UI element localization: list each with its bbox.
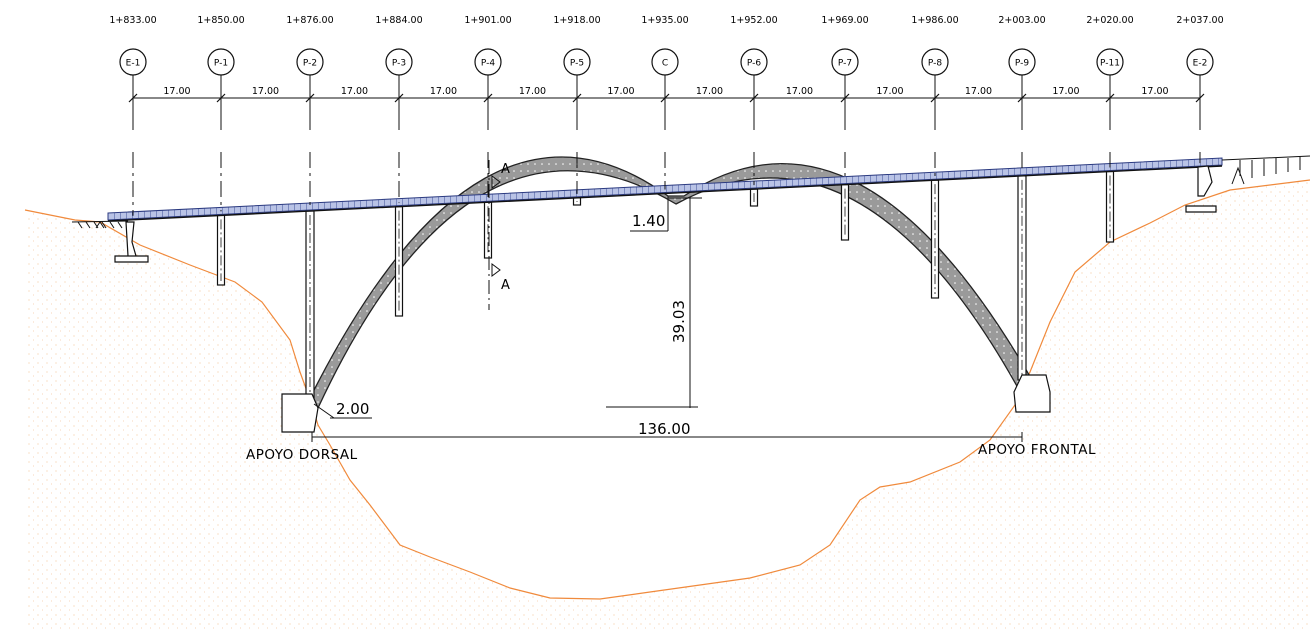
foundation-dorsal xyxy=(281,393,319,433)
span-tick xyxy=(1105,93,1115,103)
arch-span-label: 136.00 xyxy=(638,420,691,438)
span-tick xyxy=(660,93,670,103)
span-tick xyxy=(1017,93,1027,103)
section-arrow-top xyxy=(491,175,501,189)
chainage-label: 1+969.00 xyxy=(821,15,868,26)
span-tick xyxy=(930,93,940,103)
span-label: 17.00 xyxy=(252,86,279,97)
span-label: 17.00 xyxy=(607,86,634,97)
axis-id-label: E-2 xyxy=(1193,59,1208,69)
axis-grid: 1+833.00 E-1 1+850.00 P-1 1+876.00 P-2 1+884.0… xyxy=(109,15,1224,216)
axis-p-7: 1+969.00 P-7 xyxy=(821,15,869,181)
span-tick xyxy=(749,93,759,103)
dimension-annotations: 1.40 39.03 2.00 136.00 APOYO DORSAL APOY… xyxy=(246,196,1096,463)
span-tick xyxy=(572,93,582,103)
axis-c: 1+935.00 C xyxy=(641,15,689,190)
axis-id-label: C xyxy=(662,59,668,69)
chainage-label: 2+003.00 xyxy=(998,15,1045,26)
chainage-label: 1+986.00 xyxy=(911,15,958,26)
span-label: 17.00 xyxy=(696,86,723,97)
chainage-label: 1+901.00 xyxy=(464,15,511,26)
abutments xyxy=(114,165,1217,433)
chainage-label: 1+952.00 xyxy=(730,15,777,26)
section-label-bottom: A xyxy=(501,278,510,293)
axis-id-label: P-1 xyxy=(214,59,228,69)
axis-id-label: P-7 xyxy=(838,59,852,69)
terrain-profile xyxy=(24,179,1310,630)
axis-id-label: P-8 xyxy=(928,59,942,69)
axis-id-label: P-3 xyxy=(392,59,406,69)
span-tick xyxy=(394,93,404,103)
axis-id-label: P-4 xyxy=(481,59,495,69)
rise-label: 39.03 xyxy=(670,300,688,343)
chainage-label: 2+037.00 xyxy=(1176,15,1223,26)
foundation-frontal xyxy=(1013,374,1051,413)
span-label: 17.00 xyxy=(965,86,992,97)
span-tick xyxy=(840,93,850,103)
axis-p-8: 1+986.00 P-8 xyxy=(911,15,959,177)
concrete-arch xyxy=(309,156,1033,410)
embankment-hatch xyxy=(71,155,1310,229)
support-label-frontal: APOYO FRONTAL xyxy=(978,442,1096,458)
span-tick xyxy=(128,93,138,103)
span-label: 17.00 xyxy=(786,86,813,97)
ground-line xyxy=(24,179,1310,600)
span-label: 17.00 xyxy=(1052,86,1079,97)
chainage-label: 1+833.00 xyxy=(109,15,156,26)
chainage-label: 1+876.00 xyxy=(286,15,333,26)
span-tick xyxy=(216,93,226,103)
chainage-label: 1+918.00 xyxy=(553,15,600,26)
span-tick xyxy=(305,93,315,103)
crown-depth-label: 1.40 xyxy=(632,212,665,230)
span-tick xyxy=(483,93,493,103)
axis-p-11: 2+020.00 P-11 xyxy=(1086,15,1134,168)
chainage-label: 2+020.00 xyxy=(1086,15,1133,26)
span-label: 17.00 xyxy=(430,86,457,97)
chainage-label: 1+884.00 xyxy=(375,15,422,26)
axis-p-2: 1+876.00 P-2 xyxy=(286,15,334,208)
deck-soffit xyxy=(107,165,1223,222)
abutment-e1 xyxy=(114,221,149,263)
span-label: 17.00 xyxy=(341,86,368,97)
axis-id-label: E-1 xyxy=(126,59,141,69)
span-dimensions: 17.00 17.00 17.00 17.00 17.00 17.00 17.00 17.00… xyxy=(128,86,1205,103)
span-tick xyxy=(1195,93,1205,103)
span-label: 17.00 xyxy=(163,86,190,97)
springing-depth-label: 2.00 xyxy=(336,400,369,418)
section-a-marks: A A xyxy=(488,160,510,310)
span-label: 17.00 xyxy=(1141,86,1168,97)
axis-id-label: P-2 xyxy=(303,59,317,69)
ground-fill xyxy=(25,180,1310,630)
chainage-label: 1+935.00 xyxy=(641,15,688,26)
span-label: 17.00 xyxy=(519,86,546,97)
arch-body xyxy=(309,156,1033,410)
axis-p-9: 2+003.00 P-9 xyxy=(998,15,1046,172)
axis-p-3: 1+884.00 P-3 xyxy=(375,15,423,203)
axis-p-4: 1+901.00 P-4 xyxy=(464,15,512,199)
chainage-label: 1+850.00 xyxy=(197,15,244,26)
axis-e-2: 2+037.00 E-2 xyxy=(1176,15,1224,164)
section-label-top: A xyxy=(501,162,510,177)
springing-leader xyxy=(313,403,335,419)
span-label: 17.00 xyxy=(876,86,903,97)
axis-id-label: P-9 xyxy=(1015,59,1029,69)
axis-p-6: 1+952.00 P-6 xyxy=(730,15,778,186)
axis-id-label: P-6 xyxy=(747,59,761,69)
support-label-dorsal: APOYO DORSAL xyxy=(246,447,358,463)
section-arrow-bottom xyxy=(491,263,501,277)
axis-e-1: 1+833.00 E-1 xyxy=(109,15,157,216)
axis-id-label: P-11 xyxy=(1100,59,1120,69)
axis-id-label: P-5 xyxy=(570,59,584,69)
axis-p-5: 1+918.00 P-5 xyxy=(553,15,601,194)
abutment-e2 xyxy=(1185,165,1217,213)
axis-p-1: 1+850.00 P-1 xyxy=(197,15,245,212)
